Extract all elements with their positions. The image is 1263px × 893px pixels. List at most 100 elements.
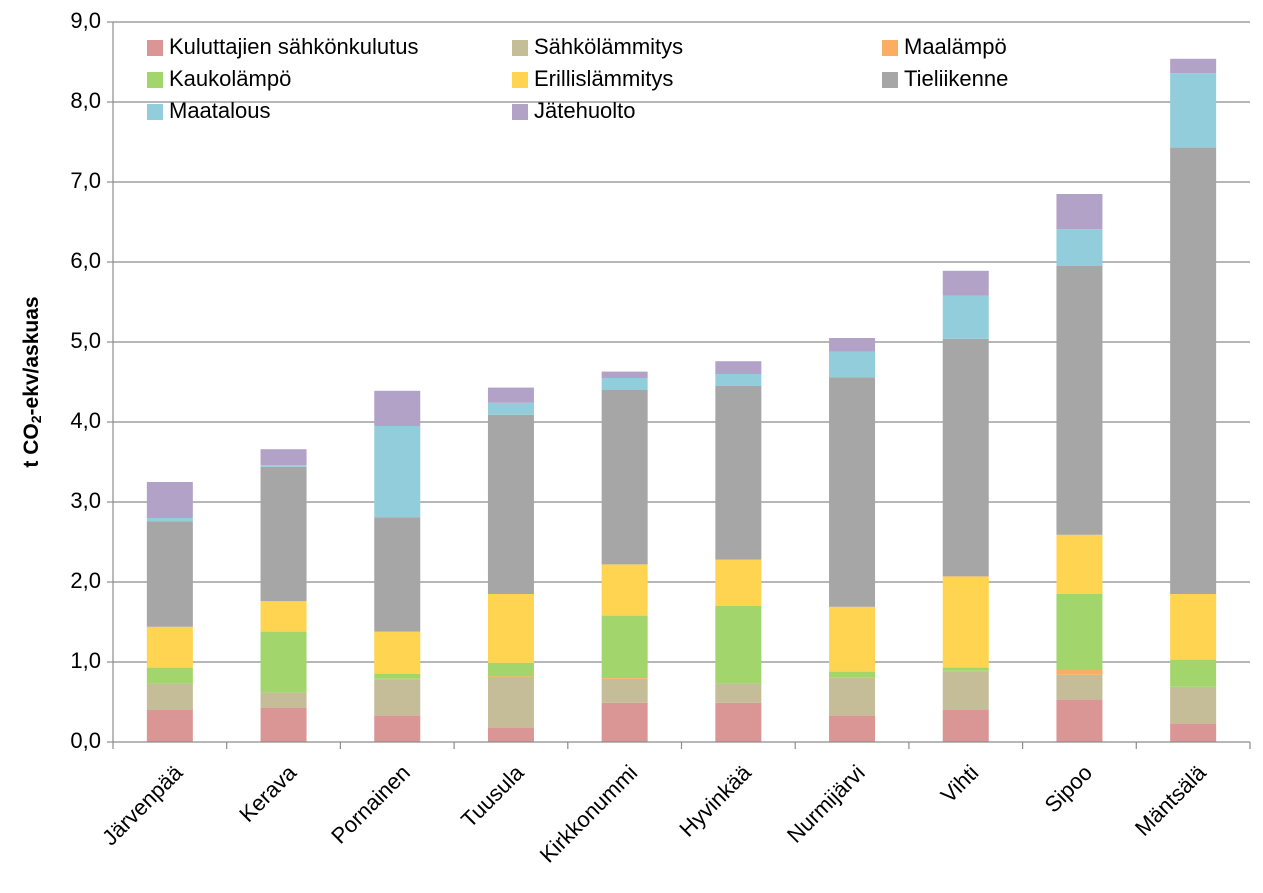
legend-label: Kuluttajien sähkönkulutus <box>169 34 419 59</box>
legend-swatch <box>147 72 163 88</box>
bar-segment <box>487 402 534 415</box>
y-tick-label: 6,0 <box>70 248 101 273</box>
bar-segment <box>829 338 876 352</box>
bar-segment <box>942 576 989 668</box>
bar-segment <box>146 518 193 522</box>
bar-segment <box>487 594 534 663</box>
bar-segment <box>601 678 648 679</box>
bar-segment <box>942 667 989 671</box>
bar-segment <box>1170 58 1217 74</box>
x-tick-label: Nurmijärvi <box>782 760 870 848</box>
bar-segment <box>1056 594 1103 670</box>
bar-segment <box>1170 73 1217 148</box>
bar-segment <box>1056 674 1103 700</box>
bar-segment <box>1170 147 1217 594</box>
legend-label: Sähkölämmitys <box>534 34 683 59</box>
legend-swatch <box>147 104 163 120</box>
legend-swatch <box>882 40 898 56</box>
bar-segment <box>715 606 762 684</box>
bar-segment <box>1056 670 1103 675</box>
bar-segment <box>942 338 989 577</box>
bar-segment <box>374 678 421 680</box>
bar-segment <box>1170 659 1217 687</box>
y-tick-label: 1,0 <box>70 648 101 673</box>
bar-segment <box>601 702 648 742</box>
x-tick-label: Vihti <box>936 760 984 808</box>
bar-segment <box>1056 194 1103 230</box>
bar-segment <box>829 671 876 678</box>
bar-segment <box>942 710 989 742</box>
y-tick-label: 2,0 <box>70 568 101 593</box>
bar-segment <box>829 606 876 672</box>
bar-segment <box>601 564 648 616</box>
bar-segment <box>374 715 421 742</box>
legend-swatch <box>147 40 163 56</box>
x-tick-label: Tuusula <box>456 759 529 832</box>
bar-segment <box>260 466 307 602</box>
bar-segment <box>715 374 762 386</box>
y-tick-label: 7,0 <box>70 168 101 193</box>
legend-label: Kaukolämpö <box>169 66 291 91</box>
bar-segment <box>715 361 762 374</box>
bar-segment <box>1056 534 1103 594</box>
x-tick-label: Pornainen <box>326 760 415 849</box>
bar-segment <box>942 270 989 296</box>
legend-swatch <box>512 40 528 56</box>
bar-segment <box>374 631 421 674</box>
bar-segment <box>260 692 307 708</box>
legend-label: Erillislämmitys <box>534 66 673 91</box>
bar-segment <box>374 390 421 426</box>
y-label-text: t CO <box>20 423 43 467</box>
bar-segment <box>374 517 421 632</box>
y-tick-label: 5,0 <box>70 328 101 353</box>
bar-segment <box>829 677 876 678</box>
bar-segment <box>601 371 648 378</box>
bar-segment <box>829 678 876 716</box>
bar-segment <box>260 465 307 467</box>
bar-segment <box>374 426 421 518</box>
bar-segment <box>260 449 307 466</box>
x-tick-label: Kerava <box>234 759 302 827</box>
x-tick-label: Mäntsälä <box>1130 759 1211 840</box>
y-axis-label: t CO2-ekv/askuas <box>20 296 44 467</box>
legend-label: Jätehuolto <box>534 98 636 123</box>
bar-segment <box>715 702 762 742</box>
x-tick-label: Järvenpää <box>97 759 188 850</box>
x-tick-label: Kirkkonummi <box>535 760 643 868</box>
bar-segment <box>1170 686 1217 724</box>
bar-segment <box>487 662 534 677</box>
bar-segment <box>487 387 534 403</box>
bar-segment <box>374 674 421 679</box>
x-tick-label: Hyvinkää <box>674 759 756 841</box>
bar-segment <box>260 601 307 632</box>
bar-segment <box>715 683 762 703</box>
bar-segment <box>146 626 193 668</box>
bar-segment <box>146 710 193 742</box>
bar-segment <box>715 386 762 560</box>
bar-segment <box>829 715 876 742</box>
legend-swatch <box>512 72 528 88</box>
bar-segment <box>942 670 989 672</box>
y-tick-label: 3,0 <box>70 488 101 513</box>
bar-segment <box>260 631 307 693</box>
y-tick-label: 4,0 <box>70 408 101 433</box>
bar-segment <box>260 707 307 742</box>
legend-swatch <box>512 104 528 120</box>
legend-label: Tieliikenne <box>904 66 1008 91</box>
bar-segment <box>829 377 876 607</box>
bar-segment <box>487 727 534 742</box>
bar-segment <box>942 671 989 710</box>
bar-segment <box>146 667 193 684</box>
y-tick-label: 9,0 <box>70 8 101 33</box>
bar-segment <box>146 482 193 518</box>
bar-segment <box>601 378 648 390</box>
bar-segment <box>1170 594 1217 660</box>
bar-segment <box>601 615 648 678</box>
x-tick-label: Sipoo <box>1040 760 1097 817</box>
bar-segment <box>942 295 989 339</box>
bar-segment <box>1170 723 1217 742</box>
bar-segment <box>829 351 876 378</box>
bar-segment <box>146 521 193 627</box>
